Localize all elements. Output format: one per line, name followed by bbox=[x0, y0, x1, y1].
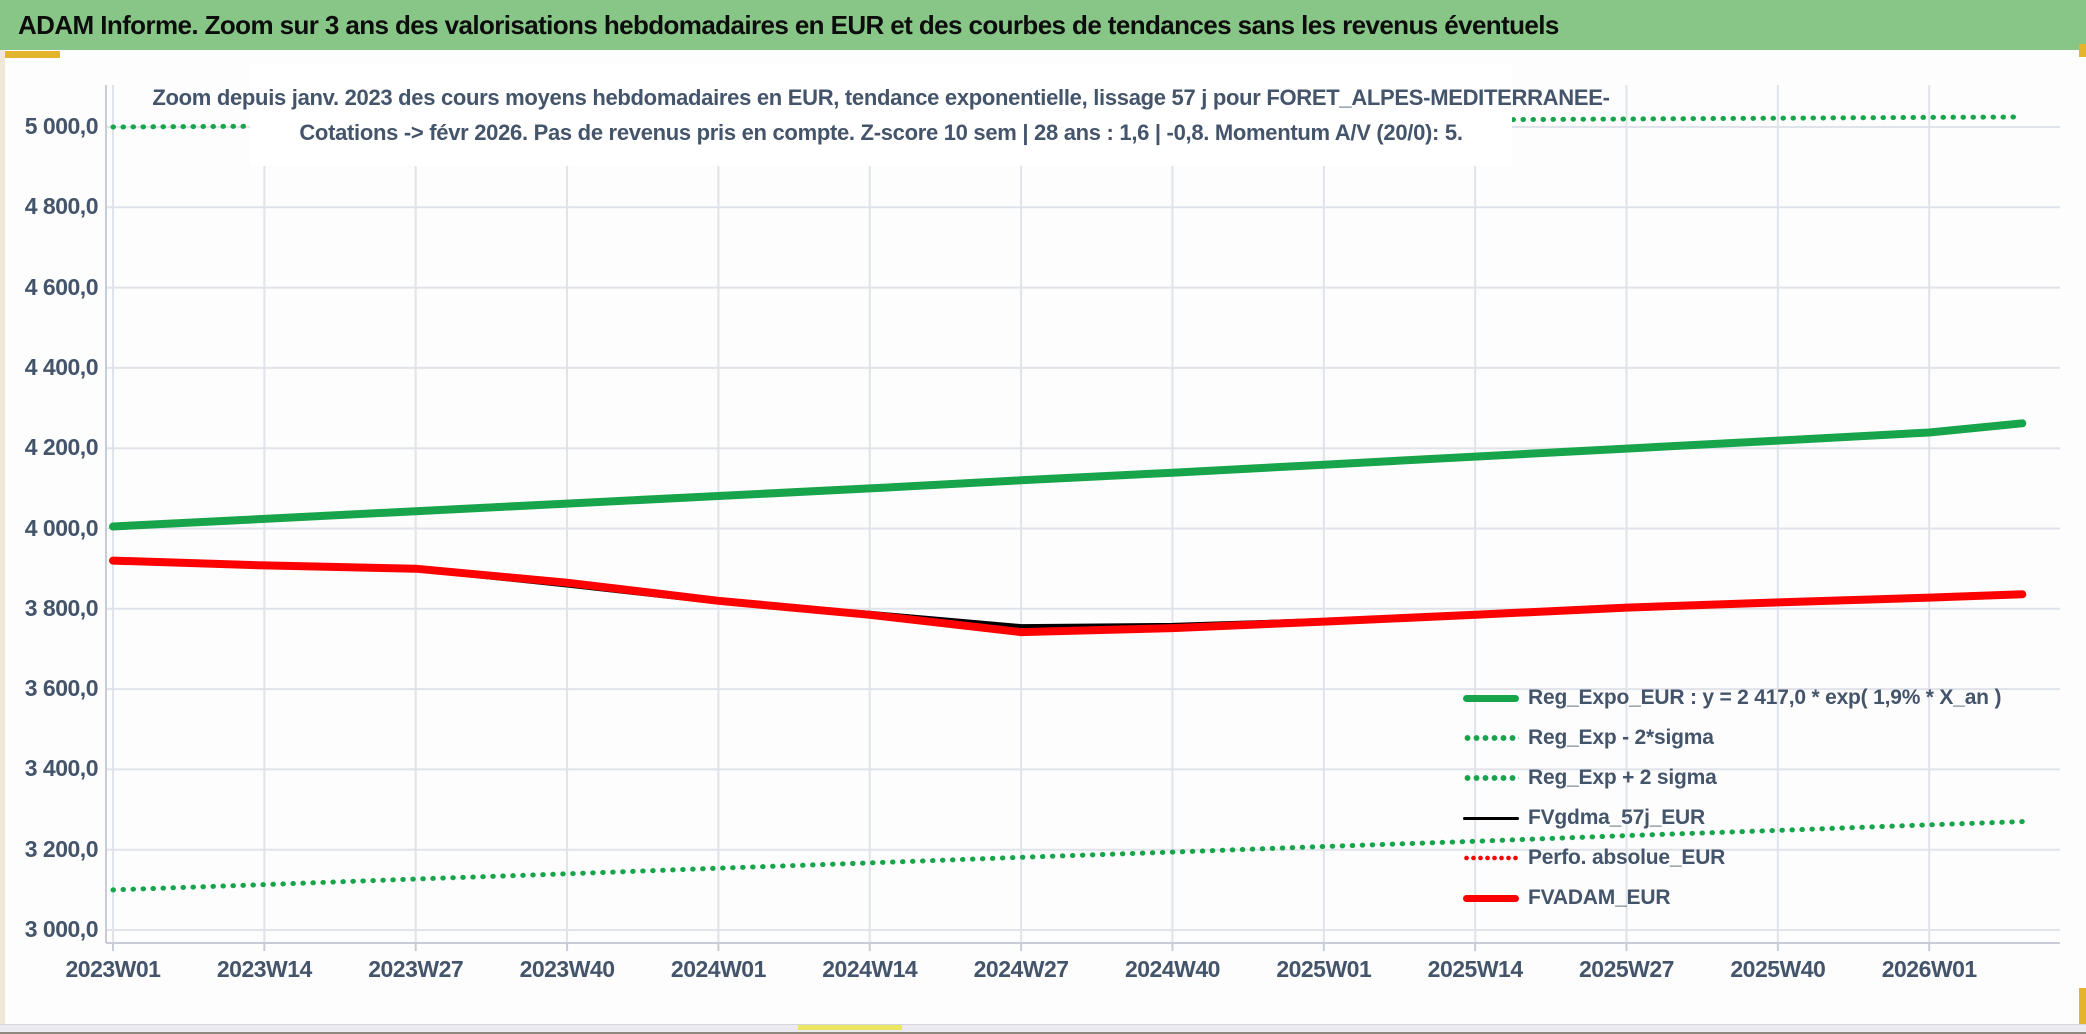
legend-dotted-line-swatch bbox=[1463, 774, 1519, 782]
x-axis-label[interactable]: 2025W40 bbox=[1730, 956, 1826, 982]
report-title-banner: ADAM Informe. Zoom sur 3 ans des valoris… bbox=[0, 0, 2086, 50]
legend-line-swatch bbox=[1463, 816, 1519, 820]
x-axis-label[interactable]: 2025W27 bbox=[1579, 956, 1674, 982]
y-axis-label[interactable]: 3 000,0 bbox=[24, 916, 99, 942]
y-axis-label[interactable]: 3 600,0 bbox=[24, 675, 99, 702]
legend-dotted-line-swatch bbox=[1463, 734, 1519, 742]
y-axis-label[interactable]: 4 600,0 bbox=[24, 273, 99, 300]
scrollbar-thumb[interactable] bbox=[798, 1025, 902, 1030]
y-axis-label[interactable]: 3 800,0 bbox=[24, 594, 99, 621]
gold-tab-accent bbox=[5, 51, 60, 58]
y-axis-label[interactable]: 4 200,0 bbox=[24, 434, 99, 461]
y-axis-label[interactable]: 4 800,0 bbox=[24, 193, 99, 220]
y-axis-label[interactable]: 3 400,0 bbox=[24, 755, 99, 782]
legend-label: Reg_Exp - 2*sigma bbox=[1528, 726, 1714, 749]
y-axis-label[interactable]: 5 000,0 bbox=[24, 113, 99, 139]
legend-label: Reg_Expo_EUR : y = 2 417,0 * exp( 1,9% *… bbox=[1528, 686, 2002, 709]
legend-label: Perfo. absolue_EUR bbox=[1528, 846, 1726, 869]
series-line-1[interactable] bbox=[110, 819, 2025, 893]
chart-sheet bbox=[0, 50, 2086, 1024]
x-axis-label[interactable]: 2025W01 bbox=[1276, 956, 1372, 982]
x-axis-label[interactable]: 2024W27 bbox=[973, 956, 1069, 982]
legend-line-swatch bbox=[1463, 894, 1519, 902]
legend-line-swatch bbox=[1463, 694, 1519, 702]
y-axis-label[interactable]: 4 400,0 bbox=[24, 353, 99, 380]
legend-item[interactable]: Reg_Expo_EUR : y = 2 417,0 * exp( 1,9% *… bbox=[1463, 678, 2001, 718]
chart-legend[interactable]: Reg_Expo_EUR : y = 2 417,0 * exp( 1,9% *… bbox=[1463, 678, 2001, 918]
gold-right-bottom-accent bbox=[2079, 988, 2086, 1025]
legend-item[interactable]: FVADAM_EUR bbox=[1463, 878, 2001, 918]
series-line-5[interactable] bbox=[109, 556, 2027, 637]
y-axis-label[interactable]: 4 000,0 bbox=[24, 514, 99, 541]
x-axis-label[interactable]: 2023W27 bbox=[368, 956, 464, 982]
legend-item[interactable]: Reg_Exp + 2 sigma bbox=[1463, 758, 2001, 798]
x-axis-label[interactable]: 2024W01 bbox=[670, 956, 766, 982]
left-edge-accent bbox=[0, 50, 5, 1024]
horizontal-scrollbar[interactable] bbox=[0, 1024, 2086, 1034]
x-axis-label[interactable]: 2024W40 bbox=[1124, 956, 1220, 982]
x-axis-label[interactable]: 2023W40 bbox=[519, 956, 615, 982]
y-axis-label[interactable]: 3 200,0 bbox=[24, 835, 99, 862]
chart-title-line2: Cotations -> févr 2026. Pas de revenus p… bbox=[299, 120, 1463, 145]
legend-label: FVgdma_57j_EUR bbox=[1528, 806, 1705, 829]
legend-item[interactable]: FVgdma_57j_EUR bbox=[1463, 798, 2001, 838]
series-line-2[interactable] bbox=[109, 419, 2027, 531]
legend-dotted-line-swatch bbox=[1463, 854, 1519, 862]
chart-title-line1: Zoom depuis janv. 2023 des cours moyens … bbox=[152, 85, 1610, 110]
x-axis-label[interactable]: 2024W14 bbox=[822, 956, 918, 982]
x-axis-label[interactable]: 2023W01 bbox=[65, 956, 161, 982]
x-axis-label[interactable]: 2025W14 bbox=[1427, 956, 1523, 982]
x-axis-label[interactable]: 2026W01 bbox=[1881, 956, 1977, 982]
chart-title-box[interactable]: Zoom depuis janv. 2023 des cours moyens … bbox=[152, 64, 1610, 166]
report-title: ADAM Informe. Zoom sur 3 ans des valoris… bbox=[18, 9, 1559, 40]
x-axis-label[interactable]: 2023W14 bbox=[216, 956, 312, 982]
legend-label: Reg_Exp + 2 sigma bbox=[1528, 766, 1717, 789]
gold-right-top-accent bbox=[2079, 44, 2086, 57]
legend-label: FVADAM_EUR bbox=[1528, 886, 1671, 909]
legend-item[interactable]: Perfo. absolue_EUR bbox=[1463, 838, 2001, 878]
legend-item[interactable]: Reg_Exp - 2*sigma bbox=[1463, 718, 2001, 758]
